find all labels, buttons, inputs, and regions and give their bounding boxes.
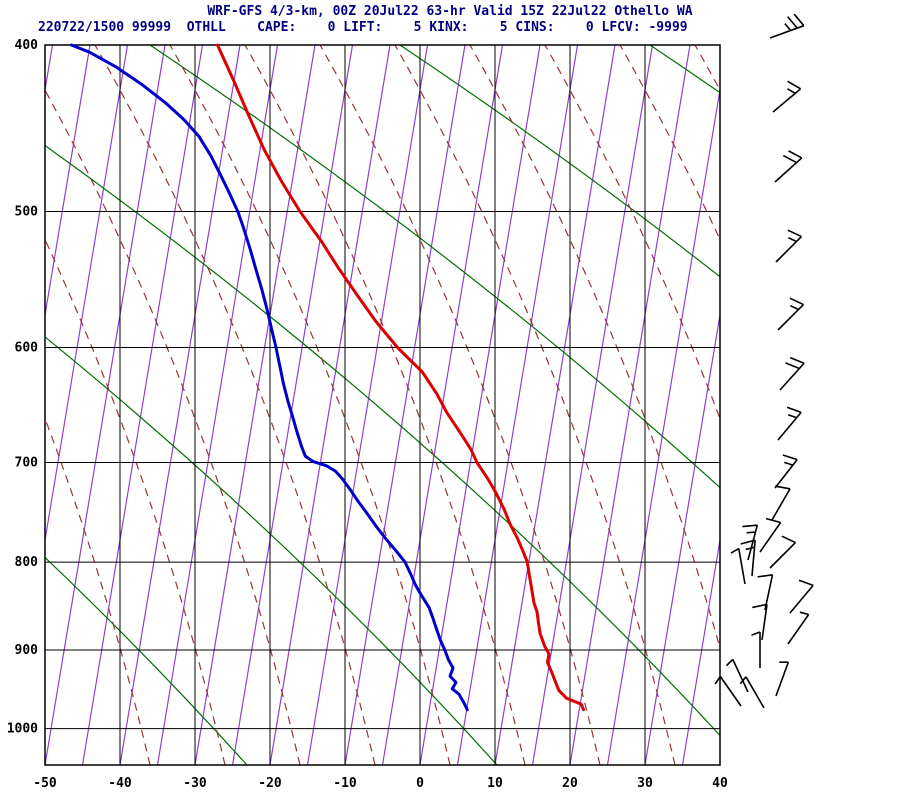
- wind-barb-icon: [740, 539, 756, 577]
- pressure-tick-label: 900: [15, 643, 39, 658]
- wind-barb-icon: [752, 603, 768, 641]
- wind-barb-icon: [714, 676, 742, 707]
- wind-barb-icon: [775, 661, 790, 697]
- wind-barb-icon: [739, 676, 765, 709]
- background-lines: [45, 45, 720, 765]
- pressure-tick-label: 700: [15, 456, 39, 471]
- pressure-temperature-grid: [44, 44, 721, 766]
- temperature-curve: [216, 43, 585, 712]
- temperature-tick-label: -10: [333, 776, 357, 791]
- isotherm-lines: [45, 45, 720, 765]
- wind-barb-column: [714, 13, 814, 709]
- wind-barb-icon: [774, 454, 798, 489]
- wind-barb-icon: [742, 524, 759, 561]
- wind-barb-icon: [769, 13, 805, 39]
- wind-barb-icon: [771, 485, 791, 521]
- wind-barb-icon: [772, 80, 802, 113]
- wind-barb-icon: [751, 631, 761, 668]
- temperature-tick-label: -20: [258, 776, 282, 791]
- pressure-tick-label: 600: [15, 340, 39, 355]
- wind-barb-icon: [779, 356, 805, 391]
- dewpoint-curve: [69, 43, 469, 712]
- temperature-tick-label: 20: [562, 776, 578, 791]
- wind-barb-icon: [759, 517, 782, 553]
- wind-barb-icon: [774, 150, 803, 183]
- chart-title: WRF-GFS 4/3-km, 00Z 20Jul22 63-hr Valid …: [207, 4, 693, 19]
- temperature-tick-label: 30: [637, 776, 653, 791]
- wind-barb-icon: [787, 611, 810, 645]
- sounding-curves: [69, 43, 585, 712]
- wind-barb-icon: [777, 406, 802, 441]
- wind-barb-icon: [789, 579, 814, 614]
- chart-status-line: 220722/1500 99999 OTHLL CAPE: 0 LIFT: 5 …: [38, 20, 688, 35]
- temperature-tick-label: -40: [108, 776, 132, 791]
- wind-barb-icon: [777, 297, 805, 331]
- wind-barb-icon: [775, 229, 803, 263]
- pressure-tick-label: 400: [15, 38, 39, 53]
- temperature-tick-label: 10: [487, 776, 503, 791]
- axis-labels: 400 500 600 700 800 900 1000 -50 -40 -30 -20 -10 0 10…: [7, 38, 728, 791]
- temperature-tick-label: 40: [712, 776, 728, 791]
- pressure-tick-label: 800: [15, 555, 39, 570]
- dry-adiabat-lines: [45, 45, 720, 765]
- pressure-tick-label: 1000: [7, 722, 38, 737]
- temperature-tick-label: -30: [183, 776, 207, 791]
- moist-adiabat-lines: [45, 45, 720, 765]
- wind-barb-icon: [725, 658, 749, 693]
- wind-barb-icon: [769, 535, 797, 569]
- pressure-tick-label: 500: [15, 204, 39, 219]
- temperature-tick-label: -50: [33, 776, 57, 791]
- temperature-tick-label: 0: [416, 776, 424, 791]
- wind-barb-icon: [730, 547, 746, 585]
